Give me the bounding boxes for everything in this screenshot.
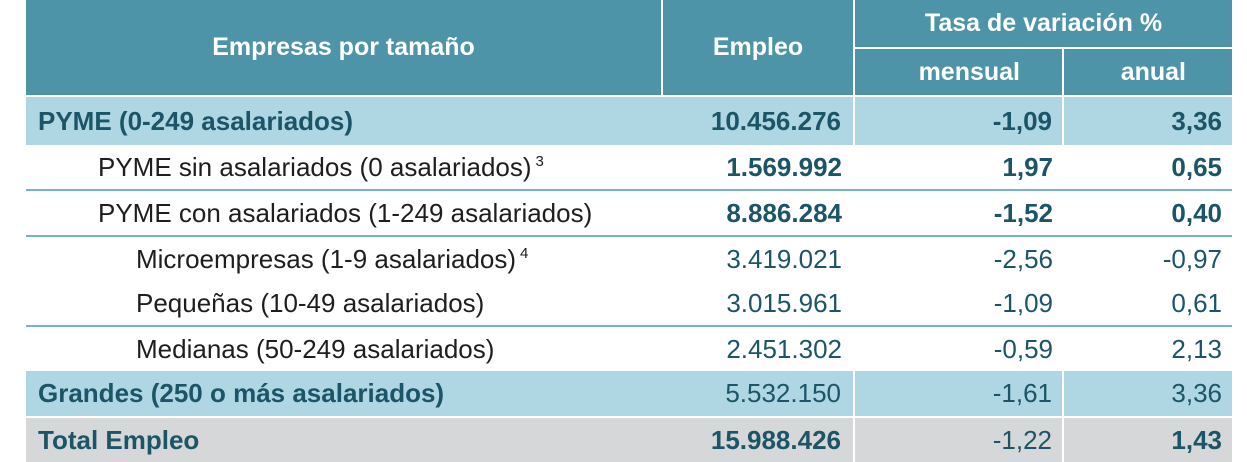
header-row-bottom: mensual anual bbox=[26, 48, 1232, 96]
header-annual: anual bbox=[1063, 48, 1232, 96]
row-microempresas: Microempresas (1-9 asalariados) 4 3.419.0… bbox=[26, 236, 1232, 281]
row-medianas-anual: 2,13 bbox=[1063, 326, 1232, 371]
header-variation-rate: Tasa de variación % bbox=[854, 0, 1232, 49]
footnote-marker: 3 bbox=[535, 152, 544, 170]
header-row-top: Empresas por tamaño Empleo Tasa de varia… bbox=[26, 0, 1232, 96]
row-pyme-con-asalariados: PYME con asalariados (1-249 asalariados)… bbox=[26, 190, 1232, 237]
row-total-anual: 1,43 bbox=[1062, 416, 1232, 462]
row-medianas-label: Medianas (50-249 asalariados) bbox=[26, 326, 662, 371]
row-pequenas-mensual: -1,09 bbox=[854, 281, 1063, 327]
row-pyme: PYME (0-249 asalariados) 10.456.276 -1,0… bbox=[26, 95, 1232, 145]
row-grandes-empleo: 5.532.150 bbox=[662, 371, 854, 417]
employment-by-company-size-table: Empresas por tamaño Empleo Tasa de varia… bbox=[26, 0, 1232, 462]
row-medianas-empleo: 2.451.302 bbox=[662, 326, 854, 371]
row-pyme-con-empleo: 8.886.284 bbox=[662, 190, 854, 237]
row-pyme-con-anual: 0,40 bbox=[1063, 190, 1232, 237]
row-micro-label-cell: Microempresas (1-9 asalariados) 4 bbox=[26, 236, 662, 281]
row-medianas-mensual: -0,59 bbox=[854, 326, 1063, 371]
row-total-label: Total Empleo bbox=[26, 416, 662, 462]
row-pyme-sin-anual: 0,65 bbox=[1063, 145, 1232, 191]
footnote-marker: 4 bbox=[520, 244, 529, 262]
row-grandes-mensual: -1,61 bbox=[853, 371, 1063, 417]
row-grandes: Grandes (250 o más asalariados) 5.532.15… bbox=[26, 371, 1232, 417]
row-pyme-sin-asalariados: PYME sin asalariados (0 asalariados) 3 1.… bbox=[26, 145, 1232, 191]
row-pyme-con-label: PYME con asalariados (1-249 asalariados) bbox=[26, 190, 662, 237]
row-pequenas: Pequeñas (10-49 asalariados) 3.015.961 -… bbox=[26, 281, 1232, 327]
table-body: PYME (0-249 asalariados) 10.456.276 -1,0… bbox=[26, 95, 1232, 462]
row-micro-anual: -0,97 bbox=[1063, 236, 1232, 281]
row-micro-empleo: 3.419.021 bbox=[662, 236, 854, 281]
row-pequenas-anual: 0,61 bbox=[1063, 281, 1232, 327]
row-pyme-sin-label-cell: PYME sin asalariados (0 asalariados) 3 bbox=[26, 145, 662, 191]
row-pyme-label: PYME (0-249 asalariados) bbox=[26, 95, 662, 145]
header-employment: Empleo bbox=[662, 0, 855, 96]
row-pyme-anual: 3,36 bbox=[1062, 95, 1232, 145]
row-pequenas-label: Pequeñas (10-49 asalariados) bbox=[26, 281, 662, 327]
table-header: Empresas por tamaño Empleo Tasa de varia… bbox=[26, 0, 1232, 96]
row-pyme-empleo: 10.456.276 bbox=[662, 95, 854, 145]
row-total-mensual: -1,22 bbox=[853, 416, 1063, 462]
row-pyme-con-mensual: -1,52 bbox=[854, 190, 1063, 237]
row-pyme-sin-empleo: 1.569.992 bbox=[662, 145, 854, 191]
row-micro-label: Microempresas (1-9 asalariados) bbox=[136, 243, 517, 274]
row-pyme-sin-mensual: 1,97 bbox=[854, 145, 1063, 191]
row-micro-mensual: -2,56 bbox=[854, 236, 1063, 281]
row-pyme-sin-label: PYME sin asalariados (0 asalariados) bbox=[98, 151, 532, 182]
row-grandes-anual: 3,36 bbox=[1062, 371, 1232, 417]
row-total: Total Empleo 15.988.426 -1,22 1,43 bbox=[26, 416, 1232, 462]
row-pyme-mensual: -1,09 bbox=[853, 95, 1063, 145]
header-company-size: Empresas por tamaño bbox=[26, 0, 663, 96]
row-grandes-label: Grandes (250 o más asalariados) bbox=[26, 371, 662, 417]
row-pequenas-empleo: 3.015.961 bbox=[662, 281, 854, 327]
row-medianas: Medianas (50-249 asalariados) 2.451.302 … bbox=[26, 326, 1232, 371]
employment-table-container: Empresas por tamaño Empleo Tasa de varia… bbox=[26, 0, 1232, 462]
row-total-empleo: 15.988.426 bbox=[662, 416, 854, 462]
header-monthly: mensual bbox=[854, 48, 1064, 96]
